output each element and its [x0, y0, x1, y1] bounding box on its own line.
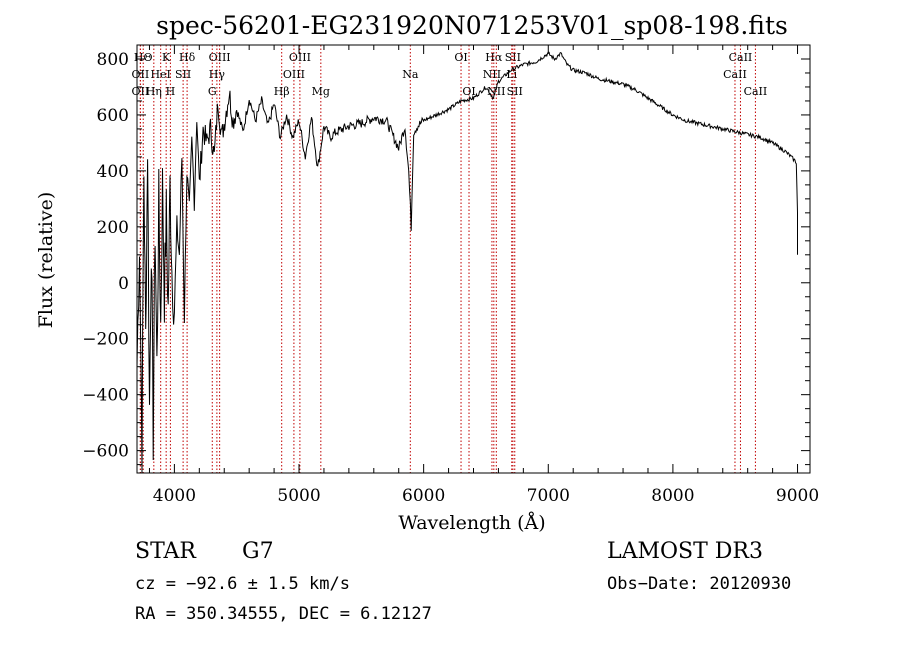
emission-line-label: OIII	[283, 68, 305, 81]
chart-title: spec-56201-EG231920N071253V01_sp08-198.f…	[156, 11, 788, 40]
emission-line-label: CaII	[729, 51, 753, 64]
emission-line-label: SII	[507, 85, 523, 98]
y-tick-label: 0	[118, 274, 129, 294]
object-class: STAR	[135, 539, 196, 564]
spectrum-line	[136, 51, 798, 474]
y-tick-label: 600	[97, 106, 129, 126]
emission-line-label: K	[162, 51, 171, 64]
emission-line-label: Hα	[485, 51, 503, 64]
y-tick-label: 400	[97, 162, 129, 182]
emission-line-label: HΘ	[134, 51, 153, 64]
emission-line-label: CaII	[744, 85, 768, 98]
y-tick-label: −200	[82, 330, 129, 350]
x-tick-label: 6000	[402, 486, 445, 506]
emission-line-label: Hη	[146, 85, 162, 98]
emission-line-label: Li	[506, 68, 517, 81]
emission-line-label: HeI	[150, 68, 170, 81]
y-tick-label: −600	[82, 442, 129, 462]
emission-line-label: G	[208, 85, 217, 98]
emission-line-label: OII	[132, 85, 150, 98]
x-tick-label: 7000	[527, 486, 570, 506]
spectrum-series	[136, 51, 798, 474]
emission-line-label: OIII	[209, 51, 231, 64]
emission-line-label: Mg	[312, 85, 330, 98]
x-tick-label: 4000	[153, 486, 196, 506]
emission-line-label: SII	[175, 68, 191, 81]
x-tick-label: 8000	[651, 486, 694, 506]
x-tick-label: 9000	[776, 486, 819, 506]
axis-ticks: 4000 5000 6000 7000 8000 9000 −600 −400 −200 0 200…	[82, 44, 819, 506]
emission-line-label: SII	[505, 51, 521, 64]
coordinates: RA = 350.34555, DEC = 6.12127	[135, 604, 432, 624]
survey-name: LAMOST DR3	[607, 539, 763, 564]
emission-line-label: NII	[483, 68, 501, 81]
emission-line-label: H	[166, 85, 176, 98]
emission-line-label: Hβ	[274, 85, 290, 98]
observation-date: Obs−Date: 20120930	[607, 574, 792, 594]
emission-line-label: Na	[402, 68, 419, 81]
x-tick-label: 5000	[277, 486, 320, 506]
emission-line-label: CaII	[723, 68, 747, 81]
emission-line-label: Hδ	[179, 51, 196, 64]
y-tick-label: −400	[82, 386, 129, 406]
y-axis-label: Flux (relative)	[35, 192, 57, 329]
emission-line-label: OI	[454, 51, 467, 64]
emission-line-label: OIII	[289, 51, 311, 64]
emission-line-label: Hγ	[209, 68, 226, 81]
subclass: G7	[242, 539, 274, 564]
y-tick-label: 200	[97, 218, 129, 238]
plot-frame	[136, 44, 811, 474]
emission-line-label: OI	[462, 85, 475, 98]
redshift-cz: cz = −92.6 ± 1.5 km/s	[135, 574, 350, 594]
y-tick-label: 800	[97, 50, 129, 70]
x-axis-label: Wavelength (Å)	[398, 512, 545, 534]
emission-line-label: NII	[487, 85, 505, 98]
